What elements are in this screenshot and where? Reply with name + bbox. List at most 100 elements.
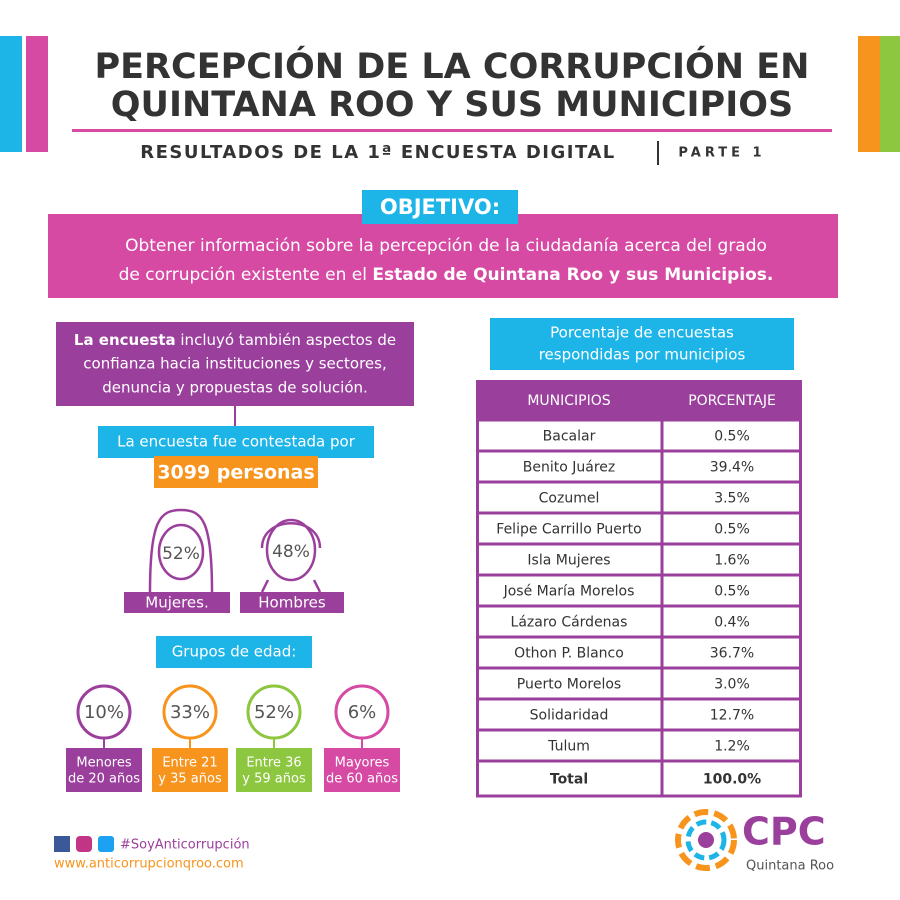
age-label: Entre 21 — [162, 756, 217, 771]
part: PARTE 1 — [678, 146, 765, 161]
objective-text: Obtener información sobre la percepción … — [125, 236, 767, 256]
social-icons — [54, 836, 114, 852]
facebook-icon — [54, 836, 70, 852]
answered-box — [98, 426, 374, 458]
age-label: y 59 años — [242, 772, 306, 787]
survey-box — [56, 322, 414, 406]
survey-bold: La encuesta — [74, 331, 176, 349]
objective-box — [48, 214, 838, 298]
age-percent: 10% — [84, 702, 124, 723]
face — [157, 523, 205, 581]
cell: Isla Mujeres — [527, 553, 610, 569]
cell: 0.5% — [714, 429, 750, 445]
age-title-box — [156, 636, 312, 668]
age-title: Grupos de edad: — [172, 643, 297, 661]
subtitle: RESULTADOS DE LA 1ª ENCUESTA DIGITAL — [140, 142, 616, 163]
cell: Felipe Carrillo Puerto — [496, 522, 641, 538]
man-icon — [260, 518, 322, 593]
cell: 36.7% — [710, 646, 754, 662]
objective-label-box — [362, 190, 518, 224]
cell: 39.4% — [710, 460, 754, 476]
respondents-box — [154, 456, 318, 488]
men-label-box — [240, 592, 344, 613]
cell: 100.0% — [703, 772, 761, 788]
table-row — [476, 542, 802, 577]
connector — [189, 738, 191, 748]
cell: 1.6% — [714, 553, 750, 569]
cell: Total — [550, 772, 588, 788]
cell: 0.5% — [714, 522, 750, 538]
url: www.anticorrupcionqroo.com — [54, 857, 244, 872]
table-row — [476, 666, 802, 701]
title: QUINTANA ROO Y SUS MUNICIPIOS — [111, 85, 793, 125]
age-label: de 60 años — [326, 772, 398, 787]
respondents: 3099 personas — [157, 462, 314, 484]
age-label: y 35 años — [158, 772, 222, 787]
header-cell: PORCENTAJE — [688, 393, 776, 409]
stripe — [26, 36, 48, 152]
table-caption: Porcentaje de encuestas — [550, 324, 734, 342]
table-row — [476, 573, 802, 608]
age-label: Mayores — [335, 756, 390, 771]
cell: Solidaridad — [530, 708, 609, 724]
stripe — [0, 36, 22, 152]
table-caption-box — [490, 318, 794, 370]
separator — [657, 141, 659, 165]
objective-label: OBJETIVO: — [380, 195, 500, 219]
title-rule — [72, 129, 832, 132]
woman-icon — [148, 508, 214, 593]
women-percent: 52% — [162, 544, 200, 564]
cell: Othon P. Blanco — [514, 646, 624, 662]
logo-ring — [675, 809, 737, 871]
table: MUNICIPIOS PORCENTAJE Bacalar 0.5% Benito Ju… — [476, 380, 802, 798]
connector — [273, 738, 275, 748]
table-row — [476, 604, 802, 639]
header-cell: MUNICIPIOS — [527, 393, 610, 409]
cell: 0.4% — [714, 615, 750, 631]
hair — [148, 508, 214, 593]
age-label-box — [66, 748, 142, 792]
instagram-icon — [76, 836, 92, 852]
women-label: Mujeres. — [145, 594, 209, 612]
stripe — [880, 36, 900, 152]
age-label: Entre 36 — [246, 756, 301, 771]
cell: 12.7% — [710, 708, 754, 724]
logo-core — [698, 832, 714, 848]
table-row — [476, 759, 802, 798]
table-row — [476, 449, 802, 484]
men-percent: 48% — [272, 542, 310, 562]
age-percent: 33% — [170, 702, 210, 723]
survey-text: denuncia y propuestas de solución. — [102, 379, 368, 397]
table-caption: respondidas por municipios — [539, 346, 746, 364]
connector — [234, 406, 236, 426]
cell: Lázaro Cárdenas — [511, 615, 628, 631]
cell: José María Morelos — [503, 584, 635, 600]
objective-text: de corrupción existente en el Estado de … — [119, 265, 774, 285]
connector — [361, 738, 363, 748]
survey-text: La encuesta incluyó también aspectos de — [74, 331, 396, 349]
cell: Benito Juárez — [523, 460, 615, 476]
stripe — [858, 36, 880, 152]
survey-text: incluyó también aspectos de — [176, 331, 396, 349]
cell: Bacalar — [543, 429, 596, 445]
neck — [260, 579, 322, 593]
cell: Tulum — [547, 739, 590, 755]
age-label: de 20 años — [68, 772, 140, 787]
hair — [260, 522, 322, 549]
cell: Cozumel — [539, 491, 600, 507]
objective-text: de corrupción existente en el — [119, 265, 373, 285]
table-row — [476, 480, 802, 515]
survey-text: confianza hacia instituciones y sectores… — [83, 355, 386, 373]
face — [265, 518, 317, 582]
cell: 1.2% — [714, 739, 750, 755]
hashtag: #SoyAnticorrupción — [120, 838, 250, 853]
cell: Puerto Morelos — [517, 677, 621, 693]
cell: 0.5% — [714, 584, 750, 600]
title: PERCEPCIÓN DE LA CORRUPCIÓN EN — [95, 45, 810, 87]
twitter-icon — [98, 836, 114, 852]
cell: 3.5% — [714, 491, 750, 507]
logo-ring — [685, 819, 727, 861]
age-percent: 6% — [348, 702, 377, 723]
